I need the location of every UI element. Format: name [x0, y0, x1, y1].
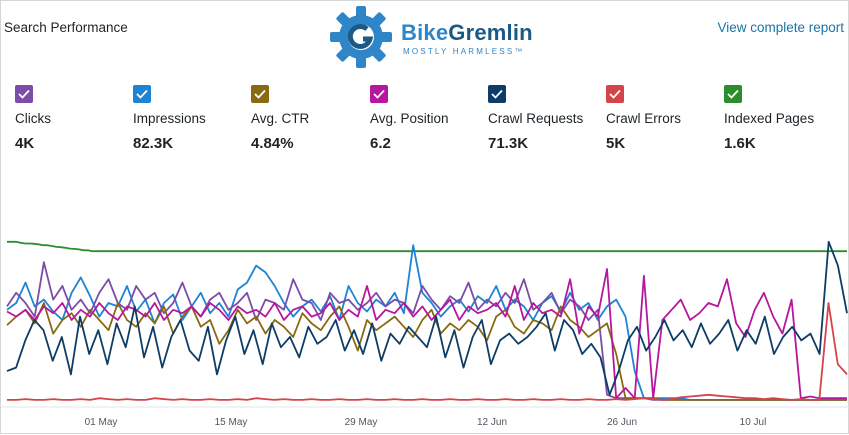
series-line-indexed-pages	[7, 240, 847, 253]
view-complete-report-link[interactable]: View complete report	[717, 20, 844, 35]
checkbox-checked-icon[interactable]	[251, 85, 269, 103]
metric-value: 4K	[15, 135, 35, 152]
logo-tagline: MOSTLY HARMLESS™	[403, 47, 525, 56]
gear-logo-icon	[330, 6, 392, 68]
metric-label: Crawl Errors	[606, 111, 682, 126]
checkbox-checked-icon[interactable]	[606, 85, 624, 103]
metric-toggle-crawl-errors[interactable]: Crawl Errors 5K	[606, 85, 721, 152]
checkbox-checked-icon[interactable]	[133, 85, 151, 103]
x-tick-label: 26 Jun	[607, 417, 637, 428]
x-tick-label: 10 Jul	[740, 417, 767, 428]
bikegremlin-logo: BikeGremlin MOSTLY HARMLESS™	[328, 5, 558, 69]
card-title: Search Performance	[4, 20, 128, 35]
checkbox-checked-icon[interactable]	[724, 85, 742, 103]
metric-value: 5K	[606, 135, 626, 152]
logo-wordmark: BikeGremlin	[401, 20, 533, 45]
series-line-avg-position	[6, 268, 847, 400]
metric-value: 71.3K	[488, 135, 529, 152]
checkbox-checked-icon[interactable]	[15, 85, 33, 103]
metric-label: Indexed Pages	[724, 111, 815, 126]
metric-label: Impressions	[133, 111, 206, 126]
x-tick-label: 01 May	[85, 417, 118, 428]
metric-value: 4.84%	[251, 135, 294, 152]
metric-label: Avg. CTR	[251, 111, 310, 126]
checkbox-checked-icon[interactable]	[370, 85, 388, 103]
x-tick-label: 12 Jun	[477, 417, 507, 428]
metric-value: 82.3K	[133, 135, 174, 152]
x-tick-label: 29 May	[345, 417, 378, 428]
metric-value: 6.2	[370, 135, 391, 152]
metric-toggle-avg-ctr[interactable]: Avg. CTR 4.84%	[251, 85, 366, 152]
metric-toggle-avg-position[interactable]: Avg. Position 6.2	[370, 85, 485, 152]
metric-toggle-clicks[interactable]: Clicks 4K	[15, 85, 130, 152]
series-line-crawl-errors	[7, 302, 848, 401]
performance-line-chart: 01 May 15 May 29 May 12 Jun 26 Jun 10 Jul	[1, 240, 849, 428]
metric-label: Avg. Position	[370, 111, 449, 126]
metric-label: Clicks	[15, 111, 51, 126]
series-line-impressions	[6, 244, 847, 401]
metric-toggle-crawl-requests[interactable]: Crawl Requests 71.3K	[488, 85, 603, 152]
metric-label: Crawl Requests	[488, 111, 584, 126]
checkbox-checked-icon[interactable]	[488, 85, 506, 103]
x-tick-label: 15 May	[215, 417, 248, 428]
metric-toggle-impressions[interactable]: Impressions 82.3K	[133, 85, 248, 152]
metric-value: 1.6K	[724, 135, 756, 152]
series-line-crawl-requests	[6, 240, 848, 396]
metric-toggle-indexed-pages[interactable]: Indexed Pages 1.6K	[724, 85, 839, 152]
